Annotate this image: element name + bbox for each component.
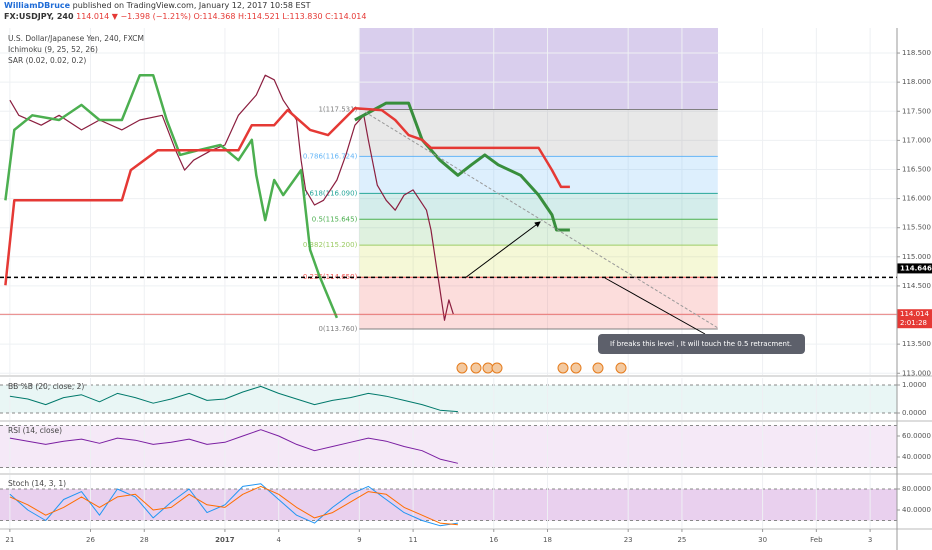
trend-line (364, 111, 719, 329)
fib-label: 0.618(116.090) (303, 189, 358, 197)
fib-zone (359, 277, 718, 330)
change: ▼ −1.398 (−1.21%) (111, 12, 191, 21)
pane-title: BB %B (20, close, 2) (8, 382, 84, 391)
x-tick-label: 16 (489, 536, 498, 544)
y-tick-label: 115.500 (902, 224, 931, 232)
price: 114.014 (76, 12, 110, 21)
y-tick-label: 115.000 (902, 253, 931, 261)
y-tick-label: 116.500 (902, 165, 931, 173)
last-price-tag (897, 309, 932, 329)
pane-title: Stoch (14, 3, 1) (8, 479, 66, 488)
event-icons (456, 362, 627, 374)
x-tick-label: 11 (409, 536, 418, 544)
series-line (9, 485, 458, 526)
series-line (9, 483, 458, 527)
y-tick-label: 40.0000 (902, 506, 931, 514)
y-tick-label: 114.500 (902, 282, 931, 290)
y-tick-label: 117.000 (902, 136, 931, 144)
series-line (9, 429, 459, 464)
close: C:114.014 (325, 12, 367, 21)
header: WilliamDBruce published on TradingView.c… (0, 0, 932, 28)
y-tick-label: 117.500 (902, 107, 931, 115)
symbol: FX:USDJPY, 240 (4, 12, 74, 21)
countdown: 2:01:28 (900, 319, 927, 327)
low: L:113.830 (282, 12, 323, 21)
time-zone (359, 28, 718, 110)
series-line (9, 385, 458, 413)
fib-label: 0.5(115.645) (312, 215, 358, 223)
x-tick-label: 25 (677, 536, 686, 544)
y-tick-label: 118.000 (902, 78, 931, 86)
series-line (9, 74, 454, 321)
x-tick-label: 23 (624, 536, 633, 544)
x-tick-label: 28 (140, 536, 149, 544)
x-tick-label: 9 (357, 536, 361, 544)
pane-title: U.S. Dollar/Japanese Yen, 240, FXCM (8, 34, 144, 43)
arrow (604, 277, 706, 335)
y-tick-label: 113.000 (902, 369, 931, 377)
open: O:114.368 (193, 12, 236, 21)
series-line (354, 101, 570, 232)
fib-zone (359, 156, 718, 194)
y-tick-label: 113.500 (902, 340, 931, 348)
y-tick-label: 118.500 (902, 49, 931, 57)
x-tick-label: 21 (5, 536, 14, 544)
y-tick-label: 1.0000 (902, 381, 927, 389)
annotation: If breaks this level , It will touch the… (610, 340, 792, 348)
y-tick-label: 0.0000 (902, 409, 927, 417)
indicator-legend: Ichimoku (9, 25, 52, 26) (8, 45, 98, 54)
high: H:114.521 (237, 12, 280, 21)
y-tick-label: 60.0000 (902, 432, 931, 440)
published: published on TradingView.com, January 12… (72, 1, 311, 10)
arrow (464, 221, 541, 279)
x-tick-label: Feb (810, 536, 823, 544)
pane-title: RSI (14, close) (8, 426, 62, 435)
x-tick-label: 2017 (215, 536, 235, 544)
fib-label: 1(117.531) (318, 105, 357, 113)
last-price-label: 114.014 (900, 310, 929, 318)
y-tick-label: 116.000 (902, 195, 931, 203)
x-tick-label: 18 (543, 536, 552, 544)
x-tick-label: 4 (276, 536, 281, 544)
symbol-line: FX:USDJPY, 240 114.014 ▼ −1.398 (−1.21%)… (0, 11, 932, 22)
band (0, 489, 897, 521)
fib-label: 0.786(116.724) (303, 152, 358, 160)
x-tick-label: 30 (758, 536, 767, 544)
price-tag (897, 263, 932, 274)
annotation-box (598, 334, 805, 354)
x-tick-label: 3 (868, 536, 872, 544)
plot-layer: 113.000113.500114.000114.500115.000115.5… (0, 28, 932, 544)
fib-zone (359, 245, 718, 278)
fib-label: 0.382(115.200) (303, 241, 358, 249)
series-line (4, 107, 570, 286)
y-tick-label: 40.0000 (902, 453, 931, 461)
x-tick-label: 26 (86, 536, 95, 544)
band (0, 385, 897, 413)
indicator-legend: SAR (0.02, 0.02, 0.2) (8, 56, 86, 65)
y-tick-label: 80.0000 (902, 485, 931, 493)
price-tag-label: 114.646 (900, 264, 932, 272)
author[interactable]: WilliamDBruce (4, 1, 71, 10)
fib-label: 0(113.760) (318, 325, 357, 333)
band (0, 425, 897, 468)
publish-line: WilliamDBruce published on TradingView.c… (0, 0, 932, 11)
